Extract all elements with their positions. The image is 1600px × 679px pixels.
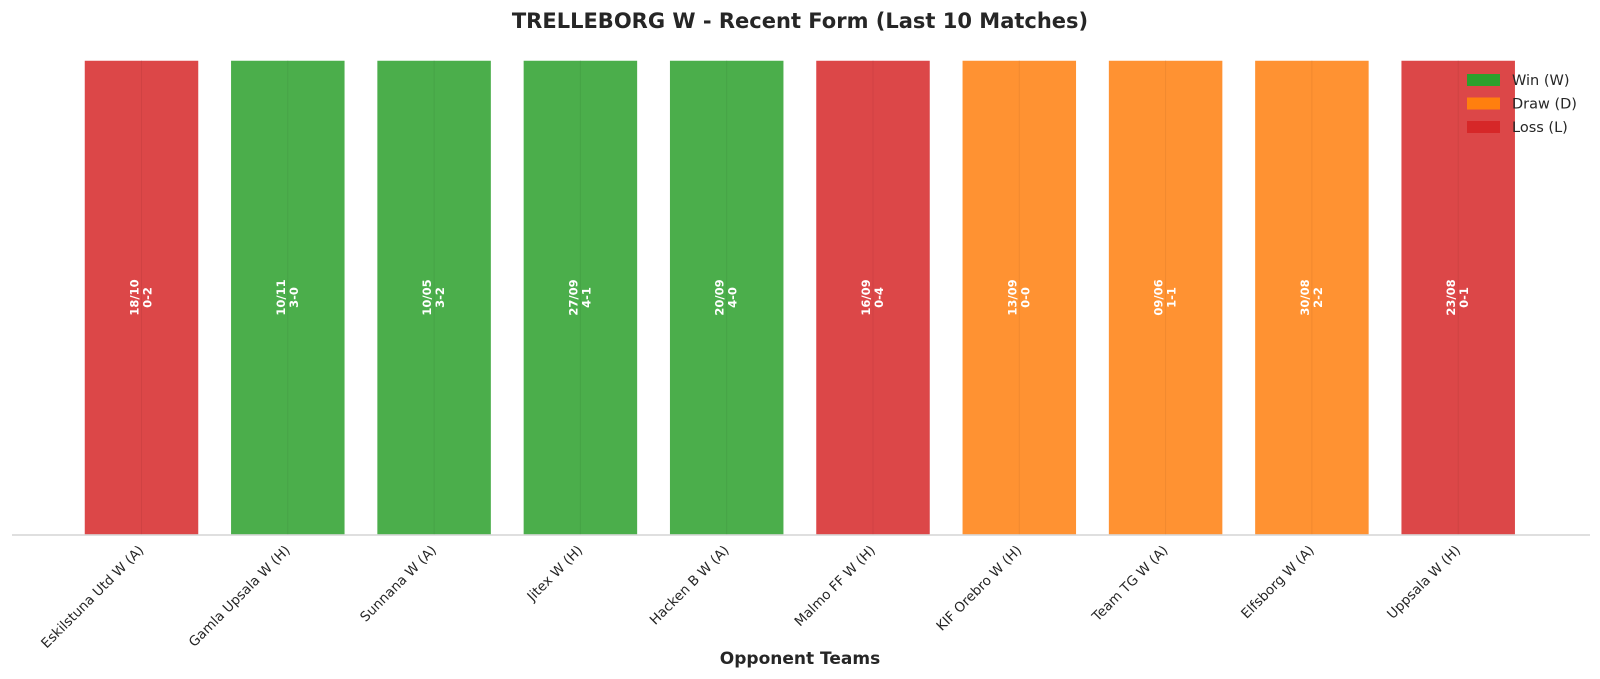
bar-label: 13/090-0 <box>1005 279 1032 315</box>
bar-date: 20/09 <box>713 279 727 315</box>
x-tick-label: Elfsborg W (A) <box>1238 543 1318 623</box>
bar-score: 2-2 <box>1311 287 1325 308</box>
x-tick-label: Sunnana W (A) <box>357 543 440 626</box>
legend-swatch-w <box>1467 74 1500 86</box>
bar-label: 09/061-1 <box>1152 279 1179 315</box>
bar-score: 4-1 <box>579 287 593 308</box>
bar-score: 4-0 <box>726 287 740 308</box>
x-tick-label: KIF Orebro W (H) <box>933 543 1025 635</box>
bar-date: 27/09 <box>566 279 580 315</box>
bar-9 <box>1253 59 1371 536</box>
bar-date: 30/08 <box>1298 279 1312 315</box>
bar-date: 10/11 <box>274 279 288 315</box>
bar-date: 18/10 <box>128 279 142 315</box>
x-tick-labels: Eskilstuna Utd W (A) Gamla Upsala W (H) Su… <box>38 543 1464 652</box>
legend-label-w: Win (W) <box>1512 73 1570 89</box>
bar-7 <box>961 59 1078 536</box>
x-tick-label: Team TG W (A) <box>1088 543 1171 626</box>
bar-date: 10/05 <box>420 279 434 315</box>
bar-label: 16/090-4 <box>859 279 886 315</box>
x-tick-label: Malmo FF W (H) <box>791 543 878 630</box>
bar-score: 0-0 <box>1018 287 1032 308</box>
bar-date: 13/09 <box>1005 279 1019 315</box>
x-tick-label: Uppsala W (H) <box>1384 543 1464 623</box>
bar-label: 10/113-0 <box>274 279 301 315</box>
x-axis-label: Opponent Teams <box>720 649 880 669</box>
x-tick-label: Eskilstuna Utd W (A) <box>38 543 147 652</box>
bar-score: 3-0 <box>287 287 301 308</box>
bar-date: 16/09 <box>859 279 873 315</box>
bar-score: 3-2 <box>433 287 447 308</box>
bar-date: 23/08 <box>1444 279 1458 315</box>
bar-8 <box>1107 59 1224 536</box>
chart-title: TRELLEBORG W - Recent Form (Last 10 Matc… <box>512 9 1088 33</box>
bar-score: 0-1 <box>1457 287 1471 308</box>
bar-score: 0-2 <box>141 287 155 308</box>
bar-date: 09/06 <box>1152 279 1166 315</box>
bar-label: 27/094-1 <box>566 279 593 315</box>
legend-swatch-l <box>1467 121 1500 133</box>
legend-label-d: Draw (D) <box>1512 97 1577 113</box>
bar-score: 0-4 <box>872 287 886 308</box>
x-tick-label: Jitex W (H) <box>524 543 587 606</box>
bar-label: 23/080-1 <box>1444 279 1471 315</box>
bar-6 <box>814 59 932 536</box>
legend: Win (W) Draw (D) Loss (L) <box>1467 73 1577 136</box>
bar-score: 1-1 <box>1165 287 1179 308</box>
bar-label: 30/082-2 <box>1298 279 1325 315</box>
x-tick-label: Hacken B W (A) <box>647 543 733 629</box>
bar-label: 18/100-2 <box>128 279 155 315</box>
bar-label: 10/053-2 <box>420 279 447 315</box>
bar-1 <box>83 59 200 536</box>
legend-label-l: Loss (L) <box>1512 120 1568 136</box>
bars-group: 18/100-2 10/113-0 10/053-2 27/094-1 20/094-0… <box>83 59 1517 536</box>
bar-10 <box>1399 59 1517 536</box>
x-tick-label: Gamla Upsala W (H) <box>186 543 294 651</box>
bar-label: 20/094-0 <box>713 279 740 315</box>
legend-swatch-d <box>1467 97 1500 110</box>
bar-3 <box>375 59 493 536</box>
bar-2 <box>229 59 347 536</box>
